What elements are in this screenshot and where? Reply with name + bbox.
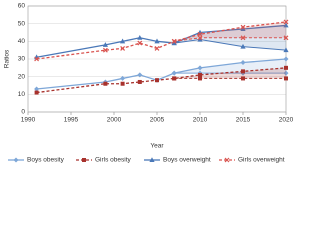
marker [241,69,245,74]
y-tick-label: 50 [18,20,26,27]
legend-label: Boys overweight [163,157,211,164]
marker [149,157,155,162]
marker [284,65,288,70]
marker [155,78,159,83]
x-tick-label: 2015 [236,117,251,124]
projection-lower [174,37,286,42]
marker [120,38,126,44]
marker [197,36,203,42]
marker [197,31,203,37]
marker [137,79,142,84]
legend-label: Girls obesity [95,157,132,164]
y-tick-label: 60 [18,3,26,10]
marker [137,72,143,78]
marker [284,76,288,81]
x-tick-label: 2005 [150,117,165,124]
marker [283,70,289,76]
marker [198,72,202,77]
y-tick-label: 30 [18,56,26,63]
marker [154,45,160,51]
marker [240,60,246,66]
marker [137,35,143,40]
marker [171,40,177,46]
marker [224,157,230,163]
y-tick-label: 10 [18,91,26,98]
chart: Ratios Year 0 10 20 30 40 50 60 1990 1995 2000 200… [4,3,293,164]
marker [198,76,202,81]
y-tick-label: 20 [18,73,26,80]
x-tick-label: 1990 [21,117,36,124]
marker [154,38,160,44]
marker [171,38,177,44]
x-tick-label: 2000 [107,117,122,124]
marker [82,158,86,162]
marker [120,81,125,86]
y-tick-label: 0 [21,109,25,116]
marker [240,26,246,31]
marker [283,19,289,25]
marker [13,157,19,163]
marker [103,81,108,86]
marker [34,56,40,62]
marker [241,76,245,81]
projection-lower [174,39,287,51]
marker [34,90,39,95]
marker [137,40,143,46]
marker [197,65,203,71]
marker [283,56,289,62]
marker [197,35,203,41]
legend-label: Girls overweight [238,157,285,164]
marker [102,47,108,53]
x-tick-label: 1995 [64,117,79,124]
marker [102,42,108,47]
marker [240,43,246,49]
legend-label: Boys obesity [27,157,65,164]
marker [120,75,126,81]
marker [240,24,246,30]
y-axis-label: Ratios [4,49,11,68]
y-tick-label: 40 [18,38,26,45]
x-tick-label: 2010 [193,117,208,124]
x-tick-label: 2020 [279,117,293,124]
marker [283,35,289,41]
marker [120,45,126,51]
marker [240,35,246,41]
marker [34,86,40,92]
marker [171,70,177,76]
x-axis-label: Year [150,143,164,150]
marker [172,76,177,81]
marker [283,47,289,53]
marker [283,22,289,28]
